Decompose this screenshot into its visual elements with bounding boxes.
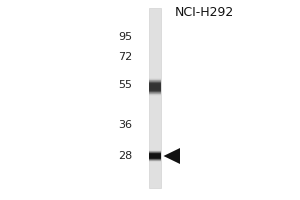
Bar <box>148 158 160 160</box>
Bar <box>148 156 160 158</box>
Bar <box>148 151 160 153</box>
Bar <box>148 160 160 162</box>
Bar <box>148 91 160 93</box>
Bar <box>148 84 160 86</box>
Bar <box>148 157 160 159</box>
Bar <box>148 83 160 85</box>
Bar <box>148 80 160 82</box>
Bar <box>148 89 160 91</box>
Bar <box>148 87 160 89</box>
Bar <box>148 86 160 88</box>
Text: 55: 55 <box>118 80 132 90</box>
Bar <box>148 158 160 159</box>
Bar <box>148 93 160 95</box>
Bar <box>148 85 160 87</box>
Bar <box>148 153 160 154</box>
Bar <box>148 93 160 95</box>
Bar <box>148 83 160 85</box>
Bar <box>148 82 160 84</box>
Bar <box>148 158 160 160</box>
Bar <box>148 154 160 156</box>
Bar <box>148 90 160 92</box>
Text: 95: 95 <box>118 32 132 42</box>
Bar <box>148 153 160 155</box>
Bar <box>148 78 160 80</box>
Text: NCI-H292: NCI-H292 <box>174 5 234 19</box>
Bar <box>148 92 160 94</box>
Bar <box>148 88 160 90</box>
Bar <box>148 80 160 82</box>
Bar <box>148 8 160 188</box>
Bar <box>148 91 160 93</box>
Bar <box>148 151 160 152</box>
Bar <box>148 159 160 161</box>
Bar <box>148 79 160 81</box>
Bar <box>148 79 160 81</box>
Bar <box>148 84 160 86</box>
Bar <box>148 90 160 92</box>
Bar <box>148 85 160 87</box>
Bar <box>148 89 160 91</box>
Bar <box>148 152 160 153</box>
Bar <box>148 155 160 156</box>
Bar <box>148 155 160 156</box>
Bar <box>148 156 160 158</box>
Bar <box>148 154 160 155</box>
Bar <box>148 160 160 162</box>
Bar <box>148 81 160 83</box>
Bar <box>148 87 160 89</box>
Bar <box>148 94 160 96</box>
Text: 36: 36 <box>118 120 132 130</box>
Bar <box>148 92 160 94</box>
Bar <box>148 82 160 84</box>
Bar <box>148 157 160 159</box>
Bar <box>148 153 160 155</box>
Bar <box>148 157 160 158</box>
Bar <box>148 155 160 157</box>
Bar <box>148 157 160 158</box>
Bar <box>148 151 160 153</box>
Bar <box>148 160 160 161</box>
Polygon shape <box>164 148 180 164</box>
Bar <box>148 89 160 91</box>
Bar <box>148 80 160 82</box>
Bar <box>148 156 160 157</box>
Bar <box>148 81 160 83</box>
Bar <box>148 90 160 92</box>
Text: 28: 28 <box>118 151 132 161</box>
Bar <box>148 92 160 94</box>
Bar <box>148 152 160 154</box>
Bar <box>148 155 160 157</box>
Bar <box>148 88 160 90</box>
Bar <box>148 150 160 152</box>
Bar <box>148 154 160 156</box>
Bar <box>148 82 160 84</box>
Bar <box>148 87 160 89</box>
Bar <box>148 152 160 154</box>
Bar <box>148 159 160 161</box>
Bar <box>148 159 160 161</box>
Bar <box>148 156 160 157</box>
Bar <box>148 154 160 155</box>
Bar <box>148 150 160 152</box>
Text: 72: 72 <box>118 52 132 62</box>
Bar <box>148 153 160 154</box>
Bar <box>148 158 160 159</box>
Bar <box>148 85 160 87</box>
Bar <box>148 151 160 153</box>
Bar <box>148 83 160 85</box>
Bar <box>148 159 160 160</box>
Bar <box>148 86 160 88</box>
